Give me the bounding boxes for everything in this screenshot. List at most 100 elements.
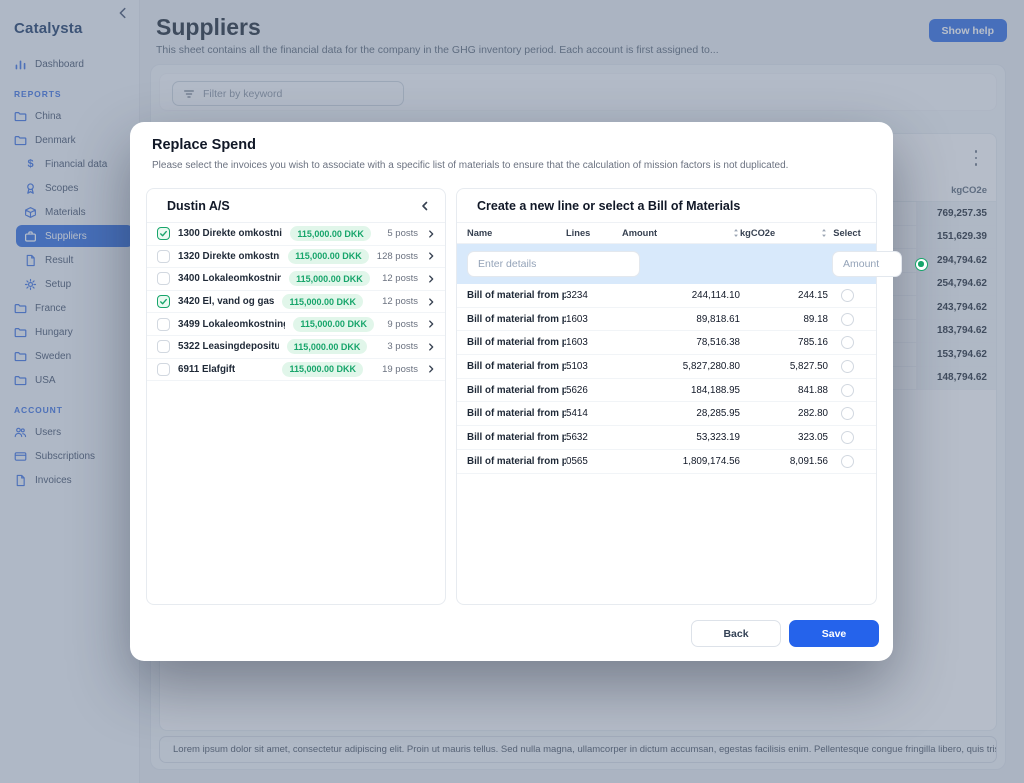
- sidebar-item-setup[interactable]: Setup: [16, 273, 133, 295]
- column-header-lines[interactable]: Lines: [566, 228, 591, 238]
- invoice-amount-badge: 115,000.00 DKK: [289, 271, 370, 287]
- chevron-right-icon[interactable]: [426, 364, 436, 374]
- sort-icon[interactable]: [820, 228, 828, 238]
- filter-input[interactable]: Filter by keyword: [172, 81, 404, 106]
- invoice-amount-badge: 115,000.00 DKK: [282, 361, 363, 377]
- sidebar-item-users[interactable]: Users: [6, 421, 133, 443]
- chevron-right-icon[interactable]: [426, 229, 436, 239]
- save-button[interactable]: Save: [789, 620, 879, 647]
- bom-row[interactable]: Bill of material from provider 7 5632 53…: [457, 426, 876, 450]
- new-line-radio-selected[interactable]: [914, 257, 928, 271]
- sidebar-item-label: Denmark: [35, 134, 76, 146]
- chevron-left-icon[interactable]: [419, 200, 431, 212]
- bom-row[interactable]: Bill of material from provider 4 5103 5,…: [457, 355, 876, 379]
- dollar-icon: $: [27, 158, 34, 170]
- invoice-amount-badge: 115,000.00 DKK: [288, 248, 369, 264]
- invoice-checkbox[interactable]: [157, 362, 170, 376]
- invoice-label: 1320 Direkte omkostninger varer: [178, 250, 280, 262]
- invoice-amount-badge: 115,000.00 DKK: [293, 316, 374, 332]
- bom-radio[interactable]: [840, 288, 854, 302]
- chevron-right-icon[interactable]: [426, 297, 436, 307]
- bom-name: Bill of material from provider 6: [467, 408, 566, 420]
- bom-row[interactable]: Bill of material from provider 6 5414 28…: [457, 402, 876, 427]
- invoice-checkbox[interactable]: [157, 249, 170, 263]
- sidebar-item-label: France: [35, 302, 67, 314]
- bom-row[interactable]: Bill of material from provider 2 1603 89…: [457, 308, 876, 332]
- sidebar-item-hungary[interactable]: Hungary: [6, 321, 133, 343]
- sidebar-item-label: Scopes: [45, 182, 79, 194]
- chevron-right-icon[interactable]: [426, 251, 436, 261]
- sidebar-item-usa[interactable]: USA: [6, 369, 133, 391]
- bom-lines: 3234: [566, 289, 588, 301]
- bom-name: Bill of material from provider 8: [467, 455, 566, 467]
- sidebar-item-suppliers[interactable]: Suppliers: [16, 225, 133, 247]
- invoice-row[interactable]: 3400 Lokaleomkostninger 115,000.00 DKK 1…: [147, 268, 445, 291]
- sidebar-item-france[interactable]: France: [6, 297, 133, 319]
- bom-kgco2e: 282.80: [798, 408, 828, 420]
- sidebar-item-materials[interactable]: Materials: [16, 201, 133, 223]
- back-button[interactable]: Back: [691, 620, 781, 647]
- bom-name: Bill of material from provider 5: [467, 384, 566, 396]
- column-header-amount[interactable]: Amount: [622, 228, 740, 238]
- sidebar-item-invoices[interactable]: Invoices: [6, 469, 133, 491]
- chevron-right-icon[interactable]: [426, 274, 436, 284]
- sidebar-item-financial-data[interactable]: $ Financial data: [16, 153, 133, 175]
- sidebar-item-label: Financial data: [45, 158, 108, 170]
- invoice-row[interactable]: 6911 Elafgift 115,000.00 DKK 19 posts: [147, 359, 445, 382]
- sidebar-item-dashboard[interactable]: Dashboard: [6, 53, 133, 75]
- column-header-select: Select: [833, 228, 861, 238]
- invoice-row[interactable]: 3420 El, vand og gas 115,000.00 DKK 12 p…: [147, 291, 445, 314]
- invoice-checkbox[interactable]: [157, 272, 170, 286]
- sidebar-item-sweden[interactable]: Sweden: [6, 345, 133, 367]
- invoice-amount-badge: 115,000.00 DKK: [286, 339, 368, 355]
- new-line-name-input[interactable]: [467, 251, 640, 277]
- bom-row[interactable]: Bill of material from provider 1 3234 24…: [457, 284, 876, 308]
- invoice-checkbox[interactable]: [157, 340, 170, 354]
- show-help-button[interactable]: Show help: [928, 19, 1007, 42]
- bom-radio[interactable]: [840, 407, 854, 421]
- bom-radio[interactable]: [840, 336, 854, 350]
- bom-radio[interactable]: [840, 312, 854, 326]
- invoice-row[interactable]: 1300 Direkte omkostninger 115,000.00 DKK…: [147, 223, 445, 246]
- folder-icon: [14, 374, 27, 387]
- sidebar-item-result[interactable]: Result: [16, 249, 133, 271]
- sidebar-item-scopes[interactable]: Scopes: [16, 177, 133, 199]
- sidebar-item-china[interactable]: China: [6, 105, 133, 127]
- invoice-checkbox[interactable]: [157, 317, 170, 331]
- bom-radio[interactable]: [840, 454, 854, 468]
- invoice-label: 3400 Lokaleomkostninger: [178, 273, 282, 285]
- bom-row[interactable]: Bill of material from provider 3 1603 78…: [457, 331, 876, 356]
- invoice-row[interactable]: 5322 Leasingdepositum 115,000.00 DKK 3 p…: [147, 336, 445, 359]
- bom-radio[interactable]: [840, 359, 854, 373]
- sort-icon[interactable]: [732, 228, 740, 238]
- sidebar-item-subscriptions[interactable]: Subscriptions: [6, 445, 133, 467]
- brand-logo: Catalysta: [14, 20, 83, 37]
- bom-amount: 1,809,174.56: [682, 455, 740, 467]
- modal-subtitle: Please select the invoices you wish to a…: [152, 160, 789, 171]
- column-header-name[interactable]: Name: [467, 228, 493, 238]
- sidebar-item-label: China: [35, 110, 62, 122]
- sidebar-collapse-icon[interactable]: [116, 6, 130, 20]
- bom-radio[interactable]: [840, 430, 854, 444]
- bom-radio[interactable]: [840, 383, 854, 397]
- kebab-menu-icon[interactable]: [974, 150, 978, 166]
- bom-row[interactable]: Bill of material from provider 8 0565 1,…: [457, 450, 876, 474]
- package-icon: [24, 206, 37, 219]
- bom-row[interactable]: Bill of material from provider 5 5626 18…: [457, 379, 876, 403]
- kgco2e-cell: 148,794.62: [916, 366, 996, 389]
- new-line-amount-input[interactable]: [832, 251, 902, 277]
- page-title: Suppliers: [156, 14, 261, 40]
- bom-kgco2e: 244.15: [798, 289, 828, 301]
- invoice-row[interactable]: 1320 Direkte omkostninger varer 115,000.…: [147, 246, 445, 269]
- chevron-right-icon[interactable]: [426, 342, 436, 352]
- column-header-kgco2e[interactable]: kgCO2e: [740, 228, 828, 238]
- invoice-row[interactable]: 3499 Lokaleomkostninger i alt 115,000.00…: [147, 313, 445, 336]
- modal-actions: Back Save: [691, 620, 879, 647]
- bom-name: Bill of material from provider 2: [467, 313, 566, 325]
- invoice-checkbox[interactable]: [157, 295, 170, 309]
- invoice-checkbox[interactable]: [157, 227, 170, 241]
- chevron-right-icon[interactable]: [426, 319, 436, 329]
- sidebar-item-denmark[interactable]: Denmark: [6, 129, 133, 151]
- kgco2e-cell: 254,794.62: [916, 272, 996, 295]
- folder-icon: [14, 326, 27, 339]
